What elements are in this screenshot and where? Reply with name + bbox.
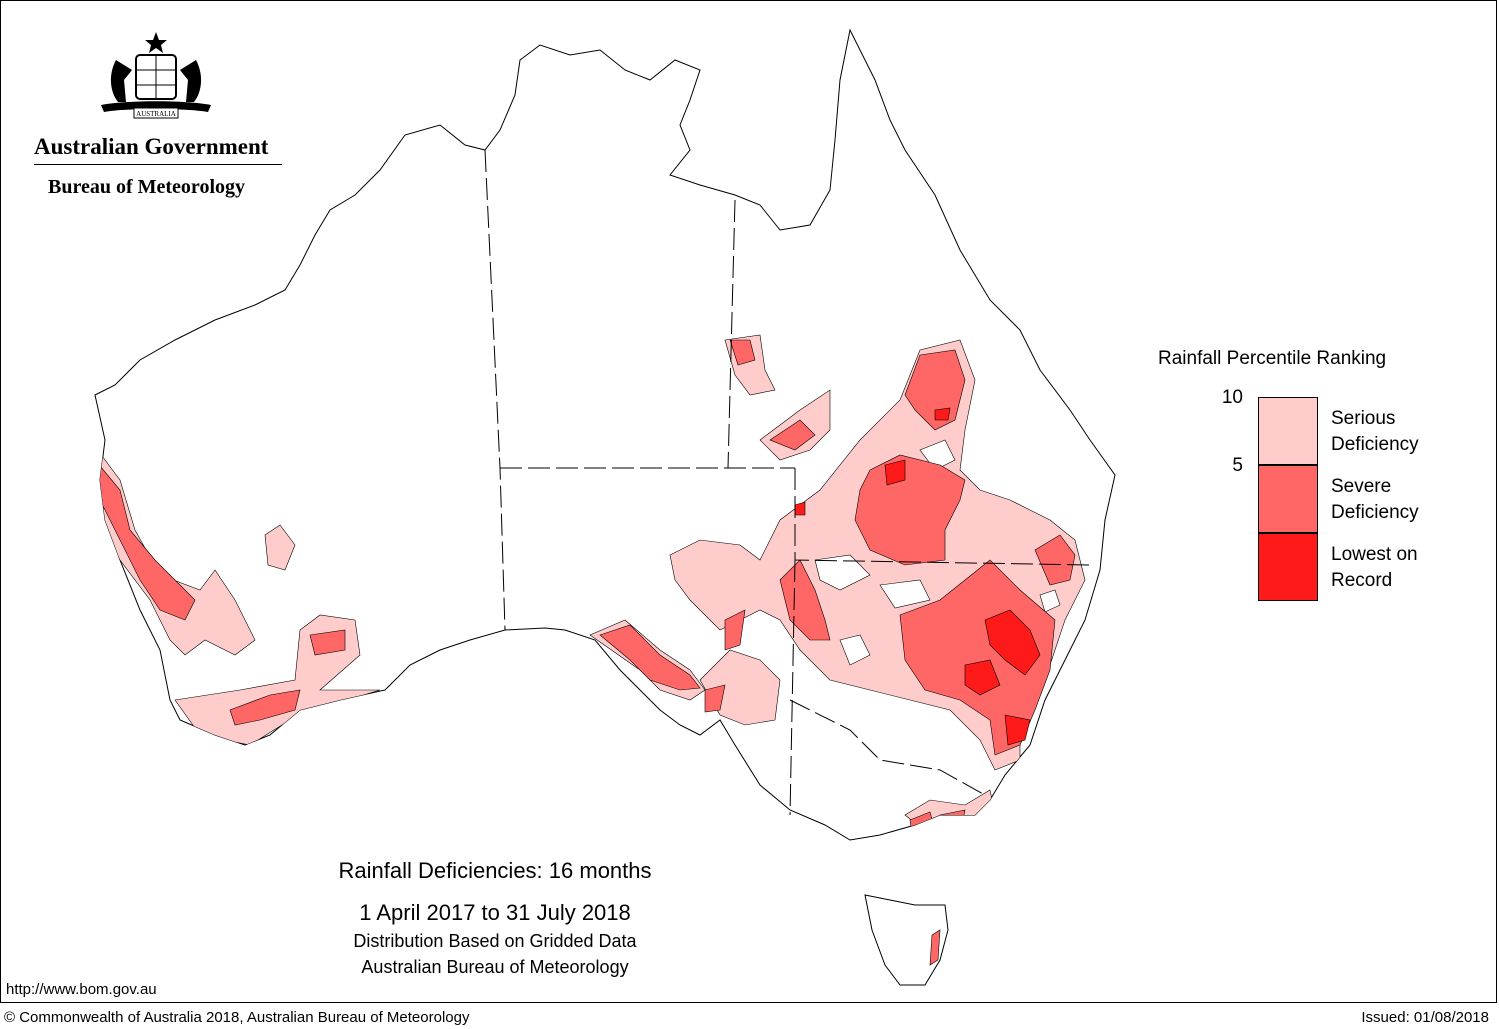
- australia-map: [94, 29, 1116, 986]
- legend-tick-5: 5: [1232, 455, 1243, 476]
- map-note-bureau: Australian Bureau of Meteorology: [361, 957, 629, 977]
- legend-label-severe-line2: Deficiency: [1331, 502, 1419, 523]
- sa-nsw-vic-border: [789, 559, 796, 816]
- legend-label-lowest-line2: Record: [1331, 570, 1393, 591]
- legend-swatch-severe: [1258, 465, 1318, 533]
- government-logo: AUSTRALIA Australian Government Bureau o…: [28, 30, 288, 198]
- severe-deficiency-areas: [95, 339, 1076, 836]
- copyright-notice: © Commonwealth of Australia 2018, Austra…: [4, 1009, 470, 1026]
- legend-label-serious-line2: Deficiency: [1331, 434, 1419, 455]
- legend-swatch-lowest: [1258, 533, 1318, 601]
- nt-qld-border: [727, 199, 736, 469]
- website-link[interactable]: http://www.bom.gov.au: [6, 981, 157, 998]
- map-title: Rainfall Deficiencies: 16 months: [338, 858, 652, 883]
- map-frame: [0, 0, 1497, 1003]
- map-note-gridded: Distribution Based on Gridded Data: [353, 931, 637, 951]
- coat-of-arms-icon: AUSTRALIA: [101, 32, 211, 119]
- org-name: Australian Government: [34, 134, 269, 159]
- legend-label-serious: Serious Deficiency: [1331, 406, 1451, 458]
- legend-label-lowest: Lowest on Record: [1331, 542, 1451, 594]
- state-borders: [484, 149, 1091, 816]
- tasmania-severe-area: [929, 929, 941, 966]
- legend-label-serious-line1: Serious: [1331, 408, 1396, 429]
- issued-date: Issued: 01/08/2018: [1361, 1009, 1489, 1026]
- crest-motto: AUSTRALIA: [136, 110, 176, 118]
- map-title-block: Rainfall Deficiencies: 16 months 1 April…: [280, 856, 710, 980]
- lowest-on-record-areas: [794, 407, 1041, 746]
- legend-swatch-serious: [1258, 397, 1318, 465]
- legend-label-severe-line1: Severe: [1331, 476, 1392, 497]
- heading-divider: [34, 164, 282, 165]
- legend-label-lowest-line1: Lowest on: [1331, 544, 1418, 565]
- no-deficiency-islands: [814, 439, 1061, 666]
- legend-tick-10: 10: [1221, 387, 1243, 408]
- tasmania-outline: [864, 894, 949, 986]
- bureau-name: Bureau of Meteorology: [48, 176, 246, 198]
- legend-label-severe: Severe Deficiency: [1331, 474, 1451, 526]
- legend-title: Rainfall Percentile Ranking: [1158, 348, 1387, 369]
- map-period: 1 April 2017 to 31 July 2018: [359, 900, 631, 925]
- deficiency-areas: [95, 334, 1086, 836]
- nsw-vic-border: [789, 699, 986, 796]
